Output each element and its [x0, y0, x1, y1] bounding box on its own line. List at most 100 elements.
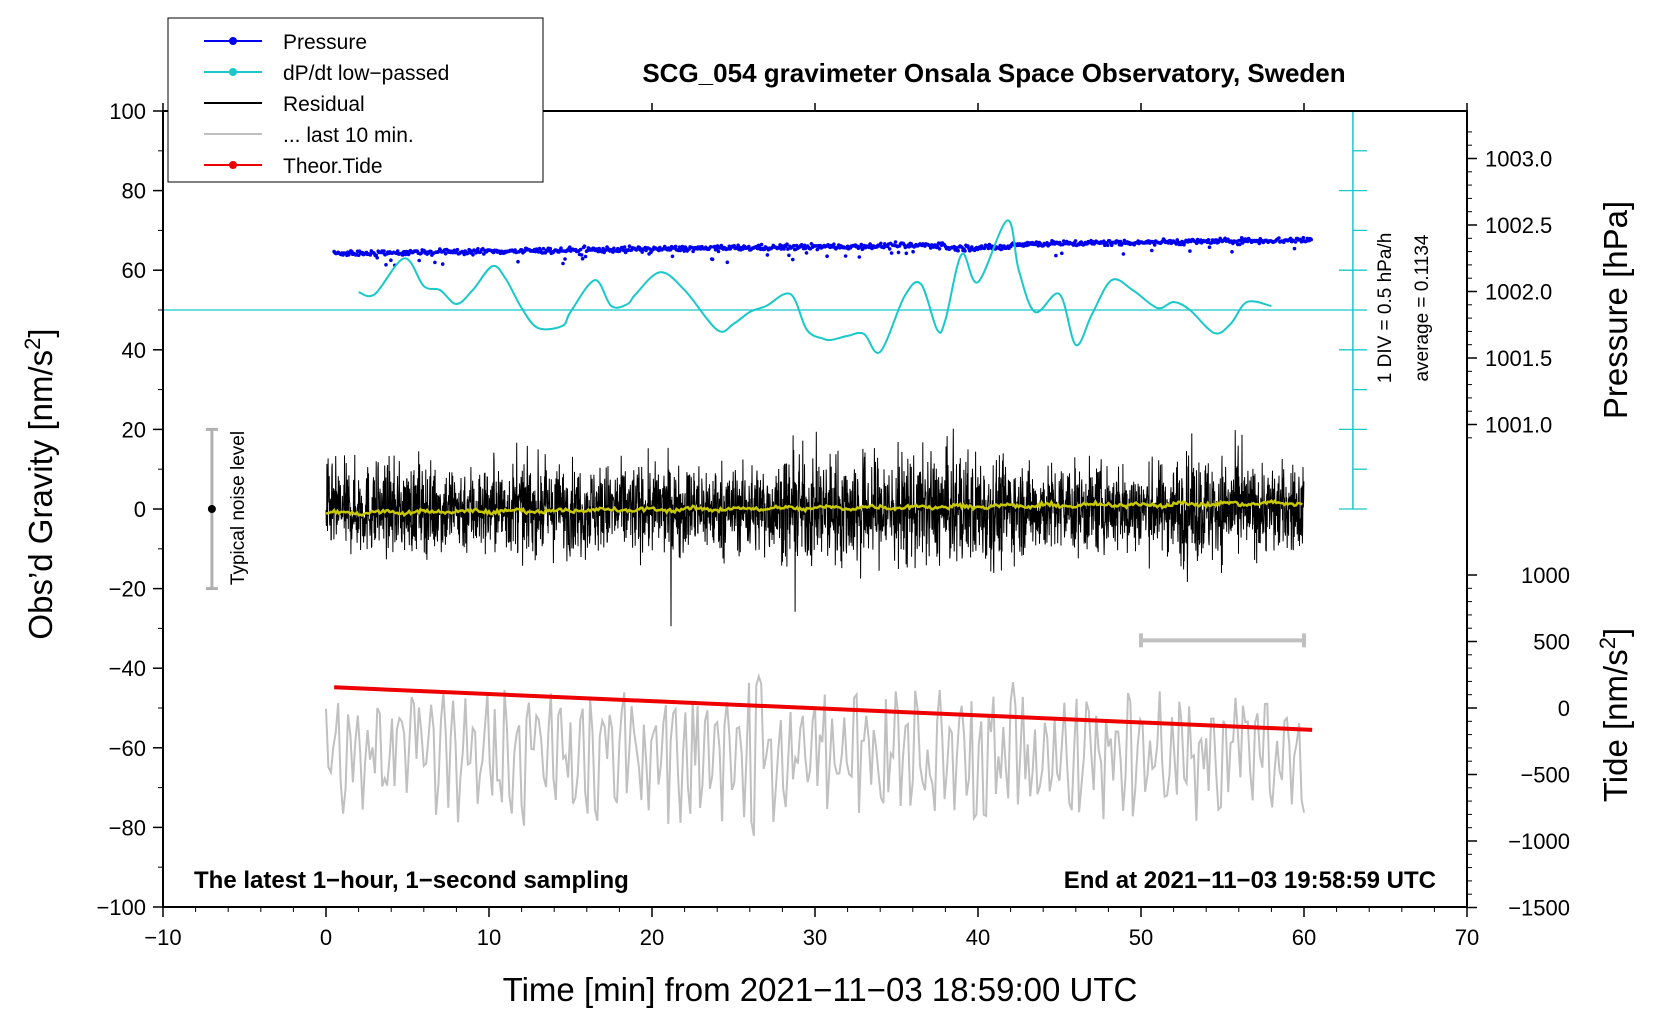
- pressure-point: [1309, 237, 1313, 242]
- noise-bar-center: [207, 505, 216, 513]
- pressure-point: [1206, 238, 1211, 242]
- x-tick-label: 20: [640, 925, 664, 950]
- pressure-point: [896, 250, 901, 255]
- last10-bar: [1139, 633, 1306, 648]
- pressure-point: [843, 254, 848, 258]
- y-tick-label: −40: [109, 656, 146, 681]
- pressure-point: [541, 246, 546, 251]
- axes-layer: −10 0 10 20 30 40 50 60 70−100−80−60−40−20020406…: [96, 99, 1570, 950]
- pressure-point: [433, 260, 437, 265]
- y-axis-label-left: Obs’d Gravity [nm/s2]: [20, 328, 59, 639]
- pressure-point: [879, 241, 883, 246]
- pressure-point: [708, 245, 713, 249]
- pressure-point: [714, 247, 719, 251]
- x-tick-label: 30: [803, 925, 827, 950]
- y-axis-label-left-sup: 2: [20, 338, 45, 350]
- y-axis-label-left-main: Obs’d Gravity [nm/s: [22, 350, 59, 640]
- pressure-point: [1182, 242, 1186, 247]
- pressure-point: [579, 253, 584, 257]
- x-tick-label: 10: [477, 925, 501, 950]
- pressure-point: [1293, 240, 1298, 244]
- pressure-point: [725, 260, 730, 265]
- y-tick-label: −20: [109, 577, 146, 602]
- y-tick-label: −100: [96, 895, 146, 920]
- pressure-point: [719, 243, 724, 248]
- tide-tick-label: −1000: [1508, 829, 1570, 854]
- pressure-point: [937, 247, 942, 251]
- legend-label: ... last 10 min.: [283, 124, 414, 147]
- pressure-point: [1121, 252, 1126, 256]
- pressure-point: [561, 261, 565, 266]
- legend-swatch-marker: [229, 68, 237, 76]
- chart-title: SCG_054 gravimeter Onsala Space Observat…: [642, 58, 1345, 88]
- tide-tick-label: −500: [1520, 763, 1570, 788]
- pressure-point: [825, 254, 829, 258]
- y-tick-label: 60: [122, 258, 146, 283]
- last10-series-line: [325, 672, 1305, 836]
- pressure-point: [1277, 236, 1281, 240]
- pressure-point: [1292, 246, 1297, 251]
- pressure-point: [476, 247, 480, 251]
- pressure-point: [627, 244, 632, 248]
- pressure-point: [580, 256, 585, 261]
- tide-tick-label: −1500: [1508, 896, 1570, 921]
- pressure-point: [1120, 241, 1125, 246]
- legend-item: Residual: [204, 93, 365, 116]
- pressure-point: [998, 243, 1002, 248]
- pressure-point: [887, 247, 892, 251]
- pressure-point: [1054, 253, 1058, 258]
- pressure-point: [1207, 245, 1212, 249]
- y-axis-label-tide-main: Tide [nm/s: [1597, 649, 1634, 802]
- pressure-point: [389, 258, 393, 263]
- pressure-point: [1060, 251, 1064, 256]
- pressure-point: [443, 251, 448, 256]
- pressure-point: [417, 258, 422, 263]
- x-tick-label: 60: [1292, 925, 1316, 950]
- pressure-point: [582, 244, 587, 248]
- x-tick-label: 50: [1129, 925, 1153, 950]
- pressure-tick-label: 1002.0: [1485, 280, 1552, 305]
- pressure-point: [375, 255, 380, 260]
- pressure-point: [792, 243, 796, 248]
- legend-label: dP/dt low−passed: [283, 62, 449, 85]
- x-tick-label: −10: [144, 925, 181, 950]
- pressure-point: [759, 242, 764, 247]
- legend-swatch-marker: [229, 37, 237, 45]
- y-tick-label: 80: [122, 179, 146, 204]
- x-tick-label: 0: [320, 925, 332, 950]
- pressure-point: [911, 249, 915, 254]
- pressure-point: [803, 246, 808, 251]
- y-tick-label: 100: [109, 99, 146, 124]
- pressure-point: [673, 244, 678, 249]
- pressure-point: [712, 244, 717, 249]
- legend-box: [167, 17, 544, 183]
- legend-item: Theor.Tide: [204, 155, 383, 178]
- average-label: average = 0.1134: [1412, 234, 1433, 381]
- pressure-point: [889, 251, 894, 255]
- pressure-point: [395, 249, 400, 253]
- pressure-point: [548, 246, 553, 251]
- pressure-point: [782, 247, 786, 251]
- y-axis-label-left-end: ]: [22, 328, 59, 337]
- pressure-point: [403, 252, 408, 257]
- pressure-point: [857, 255, 862, 259]
- tide-tick-label: 0: [1558, 696, 1570, 721]
- annotation-end-time: End at 2021−11−03 19:58:59 UTC: [1064, 867, 1436, 894]
- legend-swatch-marker: [229, 161, 237, 169]
- pressure-point: [1150, 248, 1154, 253]
- pressure-point: [578, 247, 583, 252]
- pressure-point: [1209, 241, 1214, 245]
- pressure-tick-label: 1002.5: [1485, 213, 1552, 238]
- y-tick-label: 0: [134, 497, 146, 522]
- y-tick-label: 20: [122, 417, 146, 442]
- pressure-point: [1152, 243, 1157, 247]
- pressure-point: [787, 253, 791, 258]
- pressure-point: [1188, 249, 1192, 253]
- x-tick-label: 40: [966, 925, 990, 950]
- pressure-point: [956, 248, 960, 253]
- pressure-point: [471, 253, 475, 257]
- pressure-point: [400, 253, 405, 257]
- pressure-point: [907, 245, 911, 249]
- pressure-point: [785, 242, 789, 246]
- pressure-point: [382, 249, 386, 253]
